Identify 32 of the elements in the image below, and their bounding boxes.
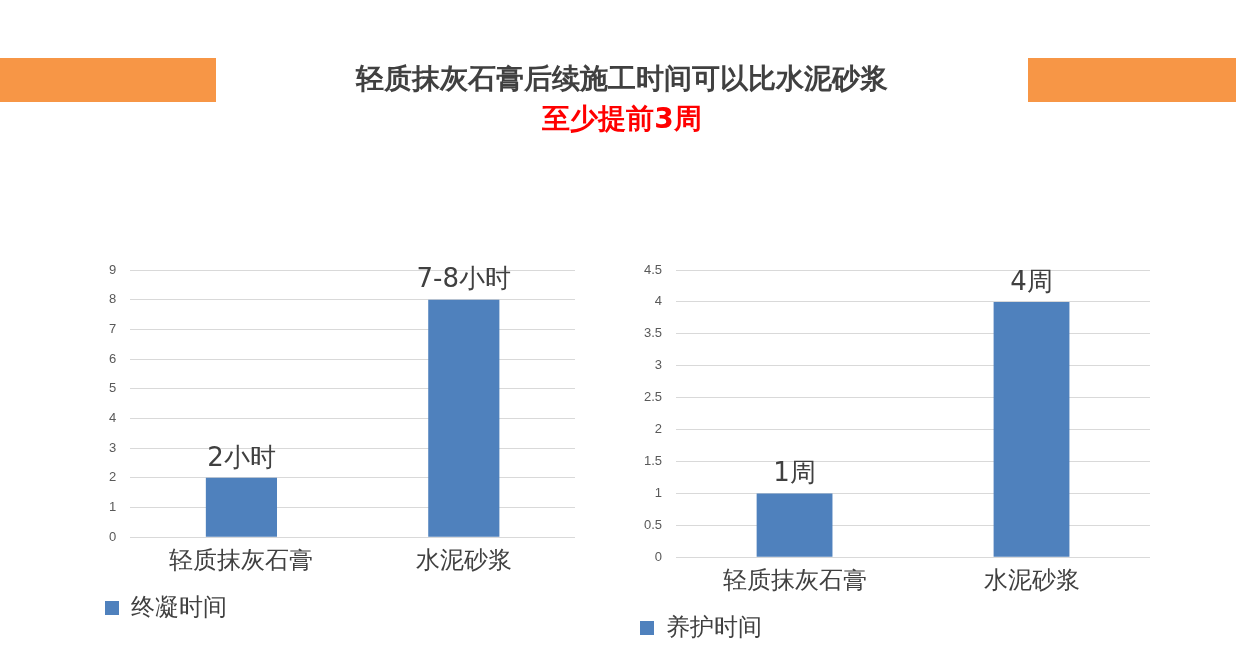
chart-title: 轻质抹灰石膏后续施工时间可以比水泥砂浆	[354, 61, 889, 97]
y-tick-label: 1	[109, 499, 117, 515]
data-label: 1周	[773, 457, 816, 488]
chart-subtitle: 至少提前3周	[541, 101, 703, 137]
y-tick-label: 7	[109, 320, 117, 336]
y-tick-label: 4.5	[643, 261, 663, 277]
data-label: 4周	[1010, 265, 1053, 296]
y-tick-label: 8	[109, 291, 117, 307]
legend-label: 终凝时间	[131, 592, 227, 620]
x-tick-label: 轻质抹灰石膏	[722, 566, 867, 594]
y-tick-label: 3	[109, 439, 117, 455]
y-tick-label: 2	[109, 469, 117, 485]
y-tick-label: 0	[654, 548, 663, 564]
y-tick-label: 9	[109, 261, 117, 277]
y-tick-label: 3.5	[643, 325, 663, 341]
y-tick-label: 4	[109, 410, 117, 426]
y-tick-label: 0.5	[643, 516, 663, 532]
x-tick-label: 水泥砂浆	[415, 546, 512, 574]
x-tick-label: 水泥砂浆	[983, 566, 1080, 594]
y-tick-label: 5	[109, 380, 117, 396]
y-tick-label: 1.5	[643, 453, 663, 469]
y-tick-label: 2.5	[643, 389, 663, 405]
y-tick-label: 1	[654, 484, 663, 500]
data-label: 7-8小时	[416, 263, 512, 294]
y-tick-label: 2	[654, 421, 663, 437]
y-tick-label: 4	[654, 293, 663, 309]
x-tick-label: 轻质抹灰石膏	[169, 546, 314, 574]
y-tick-label: 0	[109, 528, 117, 544]
data-label: 2小时	[207, 441, 276, 472]
y-tick-label: 6	[109, 350, 117, 366]
legend-label: 养护时间	[666, 612, 762, 640]
y-tick-label: 3	[654, 357, 663, 373]
